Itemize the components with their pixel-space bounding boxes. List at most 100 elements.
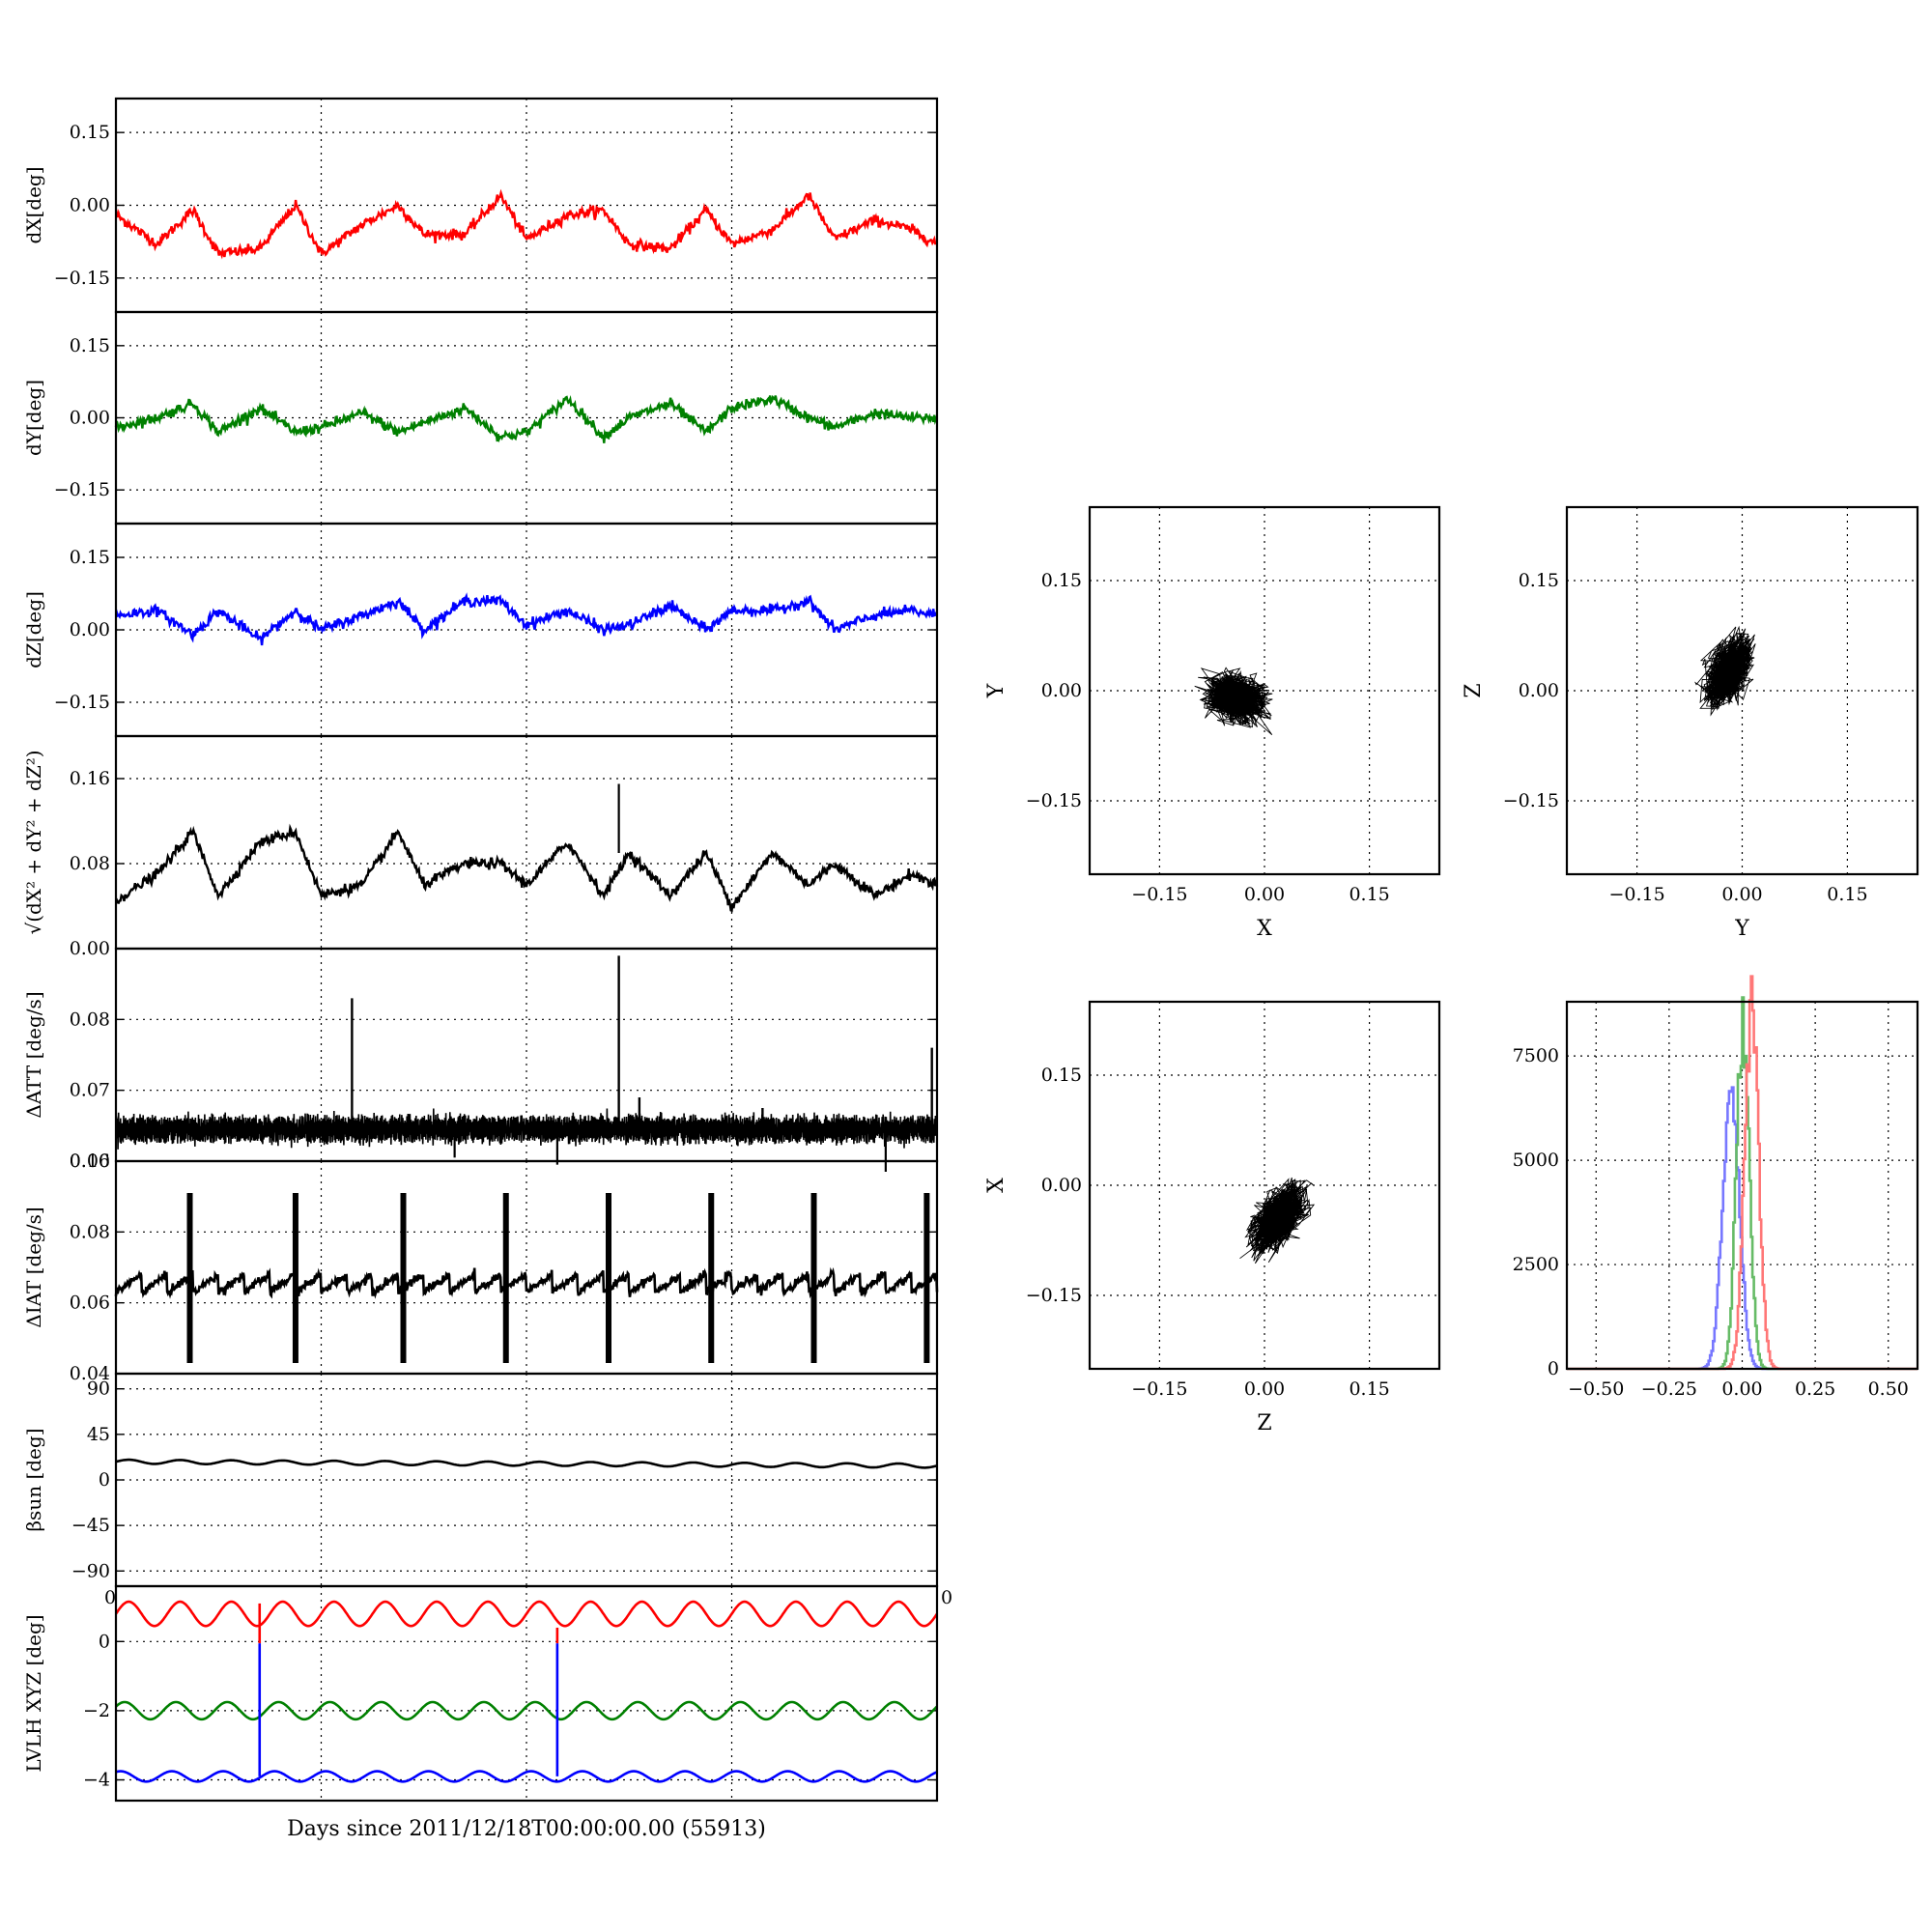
series-line-0 <box>114 1600 939 1628</box>
panel-diat: 0.04 0.06 0.08 0.10 ΔIAT [deg/s] <box>22 1151 939 1384</box>
spike-mark <box>708 1193 715 1363</box>
panel-frame <box>1088 505 1441 876</box>
series-line-1 <box>115 1700 938 1721</box>
y-tick-label: 0.06 <box>70 1293 110 1314</box>
panel-frame <box>1565 1000 1919 1371</box>
scatter-yz: −0.15 −0.15 0.00 0.00 0.15 0.15 Y Z <box>1462 505 1919 941</box>
spike-mark <box>502 1193 509 1363</box>
y-tick-label: 0.00 <box>70 408 110 429</box>
y-tick-label: −4 <box>83 1770 110 1791</box>
x-tick-label: 0.50 <box>1868 1378 1909 1400</box>
spike-mark <box>810 1193 817 1363</box>
panel-dy: −0.15 0.00 0.15 dY[deg] <box>22 310 939 526</box>
y-tick-label: 0.06 <box>70 1151 110 1172</box>
y-tick-label: 0.00 <box>70 938 110 959</box>
panel-frame <box>114 734 939 951</box>
y-tick-label: 0.08 <box>70 1221 110 1242</box>
y-tick-label: 0.15 <box>70 547 110 568</box>
y-tick-label: 0.08 <box>70 853 110 874</box>
panel-norm: 0.00 0.08 0.16 √(dX² + dY² + dZ²) <box>22 734 939 959</box>
y-tick-label: 0 <box>1548 1358 1559 1379</box>
y-tick-label: −2 <box>83 1700 110 1721</box>
panel-frame <box>1565 505 1919 876</box>
scatter-trace <box>1239 1177 1316 1264</box>
y-tick-label: 0.15 <box>70 335 110 356</box>
series-line-0 <box>115 823 939 913</box>
y-tick-label: 7500 <box>1513 1045 1559 1066</box>
y-tick-label: 0.15 <box>1041 570 1082 591</box>
y-axis-label: LVLH XYZ [deg] <box>22 1614 45 1772</box>
y-tick-label: 90 <box>87 1378 110 1400</box>
time-series-panels: −0.15 0.00 0.15 dX[deg] −0.15 0.00 0.15 dY[deg]… <box>22 97 952 1841</box>
y-axis-label: X <box>984 1178 1009 1193</box>
spike-mark <box>923 1193 930 1363</box>
scatter-zx: −0.15 −0.15 0.00 0.00 0.15 0.15 Z X <box>984 1000 1441 1435</box>
x-tick-label: 0.00 <box>1721 884 1762 905</box>
y-axis-label: Z <box>1462 683 1486 697</box>
series-line-0 <box>115 1458 938 1469</box>
y-tick-label: −0.15 <box>1026 790 1082 811</box>
panel-frame <box>1088 1000 1441 1371</box>
series-line-2 <box>115 1770 938 1783</box>
y-axis-label: dX[deg] <box>22 166 45 243</box>
series-line-0 <box>114 188 938 260</box>
x-tick-label: 0.00 <box>1244 884 1285 905</box>
series-line-0 <box>115 1108 938 1150</box>
x-tick-label: 0.00 <box>1244 1378 1285 1400</box>
y-axis-label: ΔATT [deg/s] <box>22 991 45 1118</box>
panel-frame <box>114 1584 939 1803</box>
spike-mark <box>606 1193 611 1363</box>
spike-mark <box>186 1193 193 1363</box>
panel-beta: −90 −45 0 45 90 βsun [deg] <box>22 1372 939 1588</box>
histogram-panel: −0.50 −0.25 0.00 0.25 0.50 0 2500 5000 7500 <box>1513 975 1919 1400</box>
x-tick-label: 0.25 <box>1795 1378 1835 1400</box>
y-tick-label: −0.15 <box>54 268 110 289</box>
y-tick-label: −45 <box>71 1515 110 1536</box>
panel-dx: −0.15 0.00 0.15 dX[deg] <box>22 97 939 314</box>
spike-mark <box>292 1193 298 1363</box>
y-axis-label: √(dX² + dY² + dZ²) <box>22 750 45 934</box>
x-tick-label: 0 <box>104 1587 116 1608</box>
x-tick-label: 0.15 <box>1827 884 1867 905</box>
y-axis-label: Y <box>984 683 1009 698</box>
x-tick-label: −0.15 <box>1131 884 1187 905</box>
x-tick-label: −0.15 <box>1608 884 1664 905</box>
series-line-0 <box>114 394 939 443</box>
y-tick-label: −0.15 <box>54 692 110 713</box>
y-tick-label: 0.04 <box>70 1363 110 1384</box>
scatter-xy: −0.15 −0.15 0.00 0.00 0.15 0.15 X Y <box>984 505 1441 941</box>
y-axis-label: βsun [deg] <box>22 1429 45 1532</box>
x-tick-label: 0.00 <box>1721 1378 1762 1400</box>
series-line-0 <box>114 1266 939 1299</box>
scatter-panels: −0.15 −0.15 0.00 0.00 0.15 0.15 X Y −0.15 −0.15 0.… <box>984 505 1919 1435</box>
y-axis-label: dY[deg] <box>22 380 45 456</box>
y-axis-label: ΔIAT [deg/s] <box>22 1207 45 1327</box>
y-tick-label: 0.00 <box>70 195 110 216</box>
y-tick-label: 0.07 <box>70 1080 110 1101</box>
spike-mark <box>400 1193 407 1363</box>
x-tick-label: −0.25 <box>1641 1378 1697 1400</box>
y-tick-label: 45 <box>87 1424 110 1445</box>
y-tick-label: −0.15 <box>1026 1285 1082 1306</box>
x-axis-label: Days since 2011/12/18T00:00:00.00 (55913… <box>287 1817 766 1841</box>
x-axis-label: Y <box>1734 917 1749 941</box>
x-tick-label: −0.50 <box>1568 1378 1624 1400</box>
y-tick-label: −0.15 <box>1503 790 1559 811</box>
y-tick-label: 5000 <box>1513 1150 1559 1171</box>
y-tick-label: 0.00 <box>1519 680 1559 701</box>
scatter-trace <box>1194 667 1273 736</box>
panel-lvlh: −4 −2 0 LVLH XYZ [deg] Days since 2011/12/18… <box>22 1584 952 1841</box>
scatter-trace <box>1694 625 1756 717</box>
x-tick-label: 0.15 <box>1349 1378 1389 1400</box>
y-tick-label: 0.00 <box>70 619 110 640</box>
y-tick-label: −90 <box>71 1560 110 1581</box>
panel-dz: −0.15 0.00 0.15 dZ[deg] <box>22 522 939 738</box>
y-tick-label: 0.15 <box>1041 1065 1082 1086</box>
y-tick-label: 0 <box>99 1631 110 1652</box>
x-tick-label: −0.15 <box>1131 1378 1187 1400</box>
x-axis-label: X <box>1257 917 1272 941</box>
y-tick-label: 0.08 <box>70 1009 110 1030</box>
y-tick-label: 0.00 <box>1041 1175 1082 1196</box>
panel-datt: 0.06 0.07 0.08 ΔATT [deg/s] <box>22 947 939 1172</box>
